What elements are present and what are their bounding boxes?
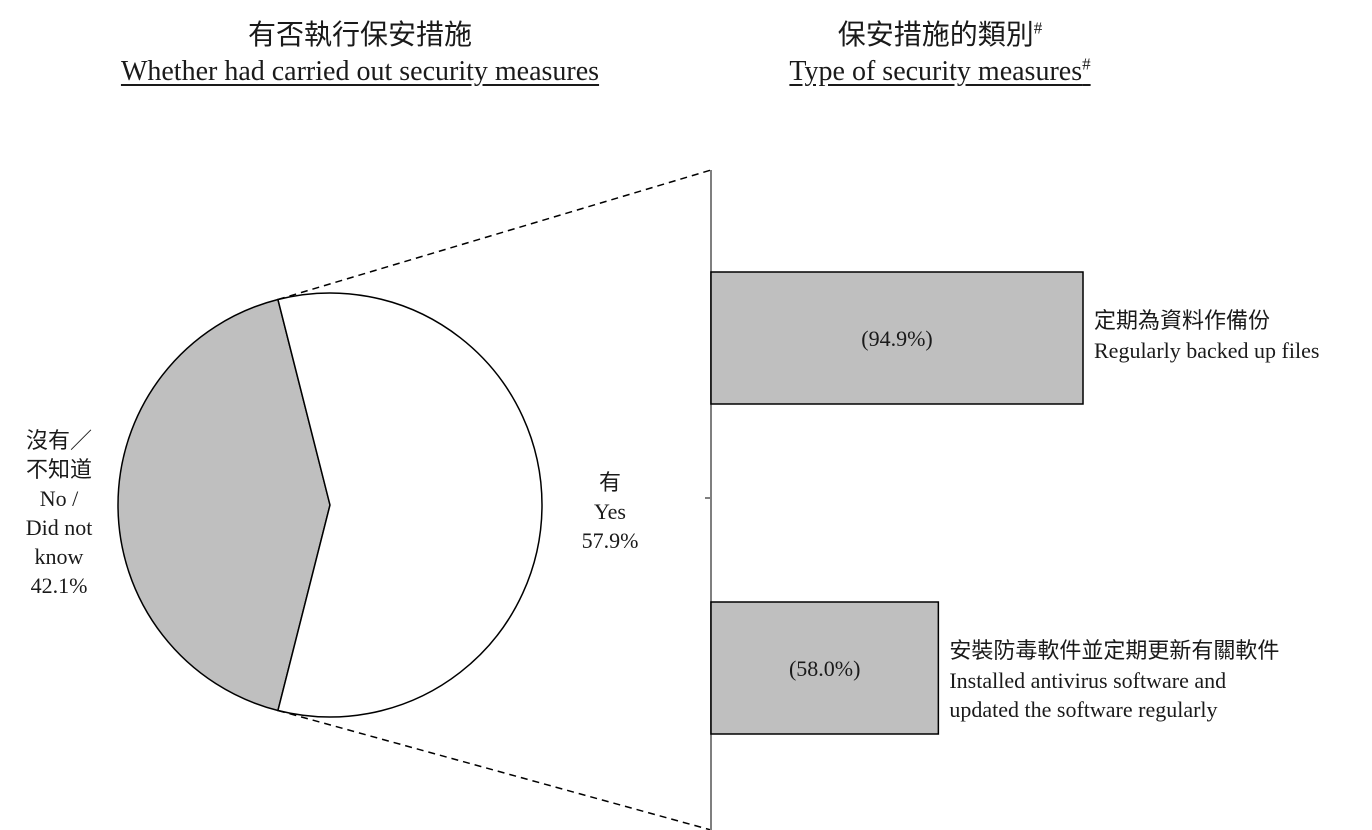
- bar-category-zh: 安裝防毒軟件並定期更新有關軟件: [949, 638, 1279, 663]
- pie-label-no-line: No /: [40, 486, 79, 511]
- bar-value-label: (94.9%): [861, 326, 932, 351]
- connector-bottom: [277, 709, 712, 830]
- bar-chart-title: 保安措施的類別# Type of security measures#: [720, 18, 1160, 90]
- pie-label-yes-line: Yes: [594, 499, 626, 524]
- pie-slice-yes: [277, 292, 543, 718]
- pie-title-en: Whether had carried out security measure…: [120, 56, 600, 87]
- bar-2: [710, 601, 940, 735]
- bar-category-en-line: updated the software regularly: [949, 697, 1217, 722]
- pie-title-zh: 有否執行保安措施: [247, 20, 472, 51]
- connector-top: [277, 169, 712, 301]
- note-mark-en: #: [1082, 54, 1091, 74]
- bar-value-label: (58.0%): [789, 656, 860, 681]
- bar-title-zh: 保安措施的類別#: [837, 18, 1043, 51]
- pie-label-no-line: 42.1%: [31, 573, 88, 598]
- bar-category-zh: 定期為資料作備份: [1094, 308, 1270, 333]
- bar-category-en: Regularly backed up files: [1094, 338, 1319, 363]
- bar-category-en-line: Installed antivirus software and: [949, 668, 1226, 693]
- bar-1: [710, 271, 1084, 405]
- pie-label-no-line: 沒有／: [26, 428, 92, 453]
- pie-slice-no: [117, 298, 331, 712]
- pie-label-yes-line: 有: [599, 470, 621, 495]
- bar-category-en-line: Regularly backed up files: [1094, 338, 1319, 363]
- bar-category-en: Installed antivirus software and updated …: [949, 668, 1226, 722]
- note-mark-zh: #: [1033, 18, 1043, 38]
- pie-label-no-line: know: [35, 544, 84, 569]
- pie-label-no-line: Did not: [26, 515, 93, 540]
- pie-label-yes-line: 57.9%: [582, 528, 639, 553]
- pie-chart-title: 有否執行保安措施 Whether had carried out securit…: [80, 18, 640, 90]
- pie-label-no-line: 不知道: [26, 457, 92, 482]
- bar-title-en: Type of security measures#: [789, 54, 1091, 87]
- pie-label-yes: 有 Yes 57.9%: [582, 470, 639, 553]
- pie-label-no: 沒有／ 不知道 No / Did not know 42.1%: [26, 428, 93, 598]
